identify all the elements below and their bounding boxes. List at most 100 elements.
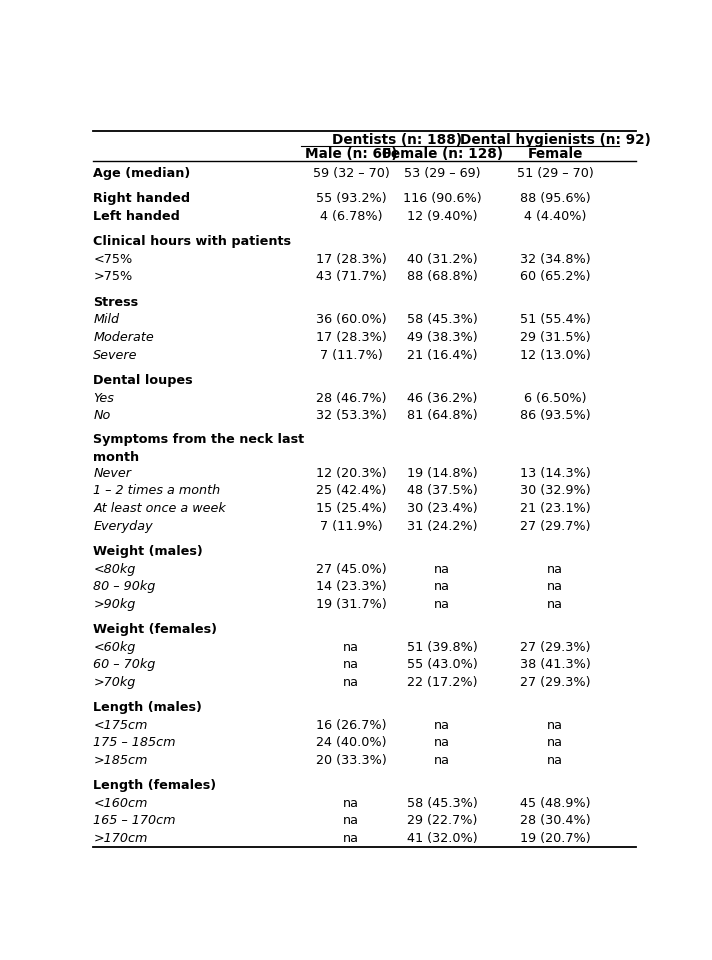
Text: 45 (48.9%): 45 (48.9%) xyxy=(520,797,590,809)
Text: 30 (23.4%): 30 (23.4%) xyxy=(407,502,478,515)
Text: 116 (90.6%): 116 (90.6%) xyxy=(403,192,481,205)
Text: na: na xyxy=(343,640,359,654)
Text: 17 (28.3%): 17 (28.3%) xyxy=(315,252,387,266)
Text: 40 (31.2%): 40 (31.2%) xyxy=(407,252,478,266)
Text: 27 (29.3%): 27 (29.3%) xyxy=(520,676,590,688)
Text: 59 (32 – 70): 59 (32 – 70) xyxy=(313,167,389,180)
Text: 4 (4.40%): 4 (4.40%) xyxy=(524,210,587,223)
Text: 51 (39.8%): 51 (39.8%) xyxy=(407,640,478,654)
Text: 55 (43.0%): 55 (43.0%) xyxy=(407,659,478,671)
Text: na: na xyxy=(548,754,563,767)
Text: 49 (38.3%): 49 (38.3%) xyxy=(407,331,478,344)
Text: 53 (29 – 69): 53 (29 – 69) xyxy=(404,167,481,180)
Text: Dental hygienists (n: 92): Dental hygienists (n: 92) xyxy=(460,133,651,147)
Text: Female: Female xyxy=(528,147,583,160)
Text: Mild: Mild xyxy=(93,314,120,326)
Text: Severe: Severe xyxy=(93,348,138,362)
Text: na: na xyxy=(548,736,563,749)
Text: na: na xyxy=(343,831,359,845)
Text: No: No xyxy=(93,409,110,422)
Text: 22 (17.2%): 22 (17.2%) xyxy=(407,676,478,688)
Text: 13 (14.3%): 13 (14.3%) xyxy=(520,467,591,480)
Text: 88 (68.8%): 88 (68.8%) xyxy=(407,271,478,283)
Text: 60 (65.2%): 60 (65.2%) xyxy=(520,271,590,283)
Text: na: na xyxy=(548,580,563,593)
Text: 51 (55.4%): 51 (55.4%) xyxy=(520,314,591,326)
Text: Symptoms from the neck last: Symptoms from the neck last xyxy=(93,433,305,445)
Text: Male (n: 60): Male (n: 60) xyxy=(305,147,397,160)
Text: 29 (31.5%): 29 (31.5%) xyxy=(520,331,590,344)
Text: Dentists (n: 188): Dentists (n: 188) xyxy=(332,133,461,147)
Text: 15 (25.4%): 15 (25.4%) xyxy=(316,502,387,515)
Text: na: na xyxy=(343,814,359,828)
Text: Moderate: Moderate xyxy=(93,331,155,344)
Text: 7 (11.9%): 7 (11.9%) xyxy=(320,519,382,533)
Text: 4 (6.78%): 4 (6.78%) xyxy=(320,210,382,223)
Text: 28 (30.4%): 28 (30.4%) xyxy=(520,814,590,828)
Text: 48 (37.5%): 48 (37.5%) xyxy=(407,485,478,497)
Text: >90kg: >90kg xyxy=(93,597,136,611)
Text: 30 (32.9%): 30 (32.9%) xyxy=(520,485,590,497)
Text: na: na xyxy=(343,659,359,671)
Text: 58 (45.3%): 58 (45.3%) xyxy=(407,314,478,326)
Text: 19 (20.7%): 19 (20.7%) xyxy=(520,831,590,845)
Text: 19 (31.7%): 19 (31.7%) xyxy=(315,597,387,611)
Text: Left handed: Left handed xyxy=(93,210,180,223)
Text: na: na xyxy=(548,597,563,611)
Text: Length (females): Length (females) xyxy=(93,780,216,792)
Text: na: na xyxy=(343,797,359,809)
Text: 38 (41.3%): 38 (41.3%) xyxy=(520,659,591,671)
Text: Right handed: Right handed xyxy=(93,192,191,205)
Text: 41 (32.0%): 41 (32.0%) xyxy=(407,831,478,845)
Text: Weight (males): Weight (males) xyxy=(93,545,203,558)
Text: na: na xyxy=(434,719,450,732)
Text: 27 (29.3%): 27 (29.3%) xyxy=(520,640,590,654)
Text: 165 – 170cm: 165 – 170cm xyxy=(93,814,176,828)
Text: 43 (71.7%): 43 (71.7%) xyxy=(315,271,387,283)
Text: 28 (46.7%): 28 (46.7%) xyxy=(316,392,387,404)
Text: 32 (34.8%): 32 (34.8%) xyxy=(520,252,590,266)
Text: 81 (64.8%): 81 (64.8%) xyxy=(407,409,478,422)
Text: Yes: Yes xyxy=(93,392,115,404)
Text: 55 (93.2%): 55 (93.2%) xyxy=(316,192,387,205)
Text: 25 (42.4%): 25 (42.4%) xyxy=(316,485,387,497)
Text: 12 (13.0%): 12 (13.0%) xyxy=(520,348,591,362)
Text: 29 (22.7%): 29 (22.7%) xyxy=(407,814,477,828)
Text: Female (n: 128): Female (n: 128) xyxy=(382,147,503,160)
Text: 6 (6.50%): 6 (6.50%) xyxy=(524,392,587,404)
Text: 32 (53.3%): 32 (53.3%) xyxy=(315,409,387,422)
Text: Length (males): Length (males) xyxy=(93,701,202,714)
Text: Stress: Stress xyxy=(93,296,139,309)
Text: 86 (93.5%): 86 (93.5%) xyxy=(520,409,590,422)
Text: At least once a week: At least once a week xyxy=(93,502,226,515)
Text: >75%: >75% xyxy=(93,271,132,283)
Text: na: na xyxy=(548,719,563,732)
Text: 7 (11.7%): 7 (11.7%) xyxy=(320,348,382,362)
Text: na: na xyxy=(343,676,359,688)
Text: na: na xyxy=(434,563,450,575)
Text: Dental loupes: Dental loupes xyxy=(93,374,193,387)
Text: Never: Never xyxy=(93,467,132,480)
Text: 1 – 2 times a month: 1 – 2 times a month xyxy=(93,485,221,497)
Text: 31 (24.2%): 31 (24.2%) xyxy=(407,519,478,533)
Text: month: month xyxy=(93,451,140,464)
Text: na: na xyxy=(434,580,450,593)
Text: 12 (20.3%): 12 (20.3%) xyxy=(316,467,387,480)
Text: >170cm: >170cm xyxy=(93,831,148,845)
Text: 36 (60.0%): 36 (60.0%) xyxy=(316,314,387,326)
Text: na: na xyxy=(548,563,563,575)
Text: Clinical hours with patients: Clinical hours with patients xyxy=(93,235,291,249)
Text: na: na xyxy=(434,597,450,611)
Text: 80 – 90kg: 80 – 90kg xyxy=(93,580,156,593)
Text: 27 (45.0%): 27 (45.0%) xyxy=(316,563,387,575)
Text: 20 (33.3%): 20 (33.3%) xyxy=(315,754,387,767)
Text: 19 (14.8%): 19 (14.8%) xyxy=(407,467,478,480)
Text: 27 (29.7%): 27 (29.7%) xyxy=(520,519,590,533)
Text: 21 (23.1%): 21 (23.1%) xyxy=(520,502,590,515)
Text: na: na xyxy=(434,754,450,767)
Text: Weight (females): Weight (females) xyxy=(93,623,217,636)
Text: Age (median): Age (median) xyxy=(93,167,191,180)
Text: 175 – 185cm: 175 – 185cm xyxy=(93,736,176,749)
Text: <60kg: <60kg xyxy=(93,640,136,654)
Text: >185cm: >185cm xyxy=(93,754,148,767)
